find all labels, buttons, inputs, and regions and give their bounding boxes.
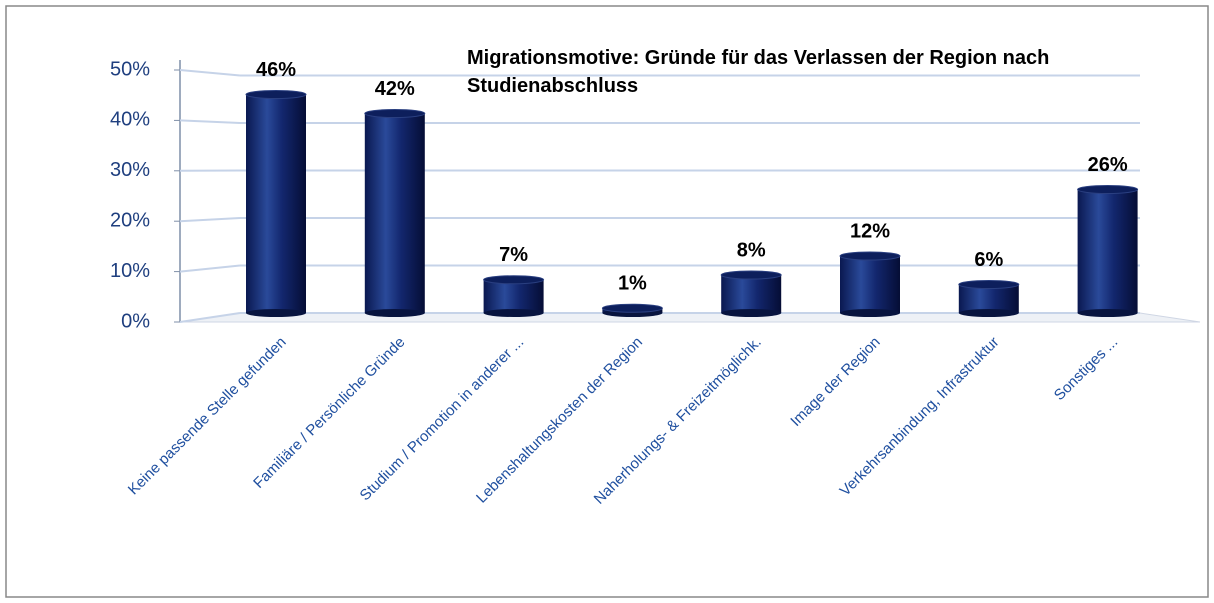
bar-base (364, 309, 425, 317)
chart-border (5, 5, 1209, 598)
bar-top (839, 251, 901, 261)
grid-line (179, 119, 241, 124)
data-label: 6% (974, 249, 1003, 271)
bar (483, 279, 544, 313)
bar (840, 256, 900, 313)
data-label: 8% (737, 239, 766, 261)
bar-top (245, 90, 307, 99)
data-label: 1% (618, 273, 647, 295)
data-label: 26% (1088, 154, 1128, 176)
bar-top (364, 109, 426, 118)
bar (246, 94, 306, 313)
grid-line (179, 217, 241, 223)
bar (958, 284, 1019, 313)
bar-top (958, 280, 1020, 289)
grid-line (179, 69, 241, 77)
y-tick-label: 50% (110, 58, 150, 80)
bar-top (1077, 185, 1139, 194)
bar-base (483, 309, 544, 317)
data-label: 42% (375, 78, 415, 100)
bar-base (1077, 309, 1138, 317)
bar-base (246, 309, 306, 317)
grid-line (179, 312, 241, 323)
grid-line (179, 264, 241, 273)
x-tick-label: Image der Region (787, 334, 883, 430)
chart-title: Migrationsmotive: Gründe für das Verlass… (467, 47, 1050, 97)
x-tick-label: Sonstiges ... (1051, 334, 1121, 404)
bar (721, 275, 782, 313)
bar-top (483, 275, 545, 285)
bar-base (840, 309, 900, 317)
floor (179, 312, 1201, 323)
data-label: 12% (850, 220, 890, 242)
bar-base (958, 309, 1019, 317)
y-tick-label: 0% (121, 310, 150, 332)
bar-base (721, 309, 782, 317)
data-label: 7% (499, 244, 528, 266)
y-tick-label: 30% (110, 159, 150, 181)
bar (364, 113, 425, 313)
y-tick-label: 20% (110, 209, 150, 231)
bar-top (720, 270, 782, 280)
y-tick-label: 40% (110, 109, 150, 131)
y-tick-label: 10% (110, 260, 150, 282)
bar (1077, 189, 1138, 313)
bar-top (601, 303, 663, 313)
data-label: 46% (256, 59, 296, 81)
